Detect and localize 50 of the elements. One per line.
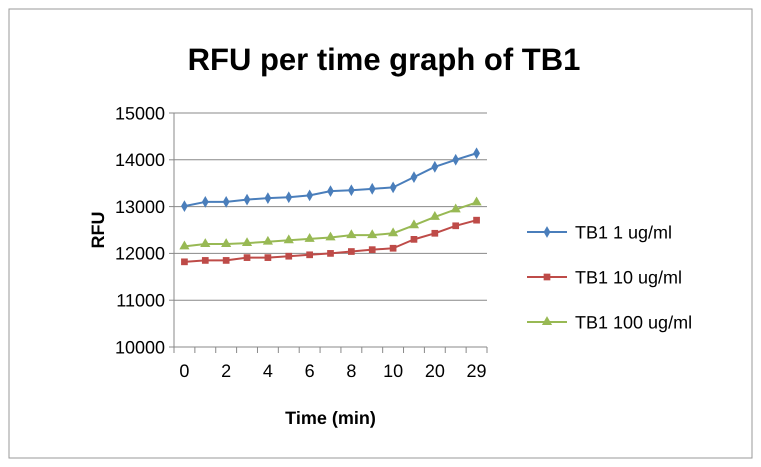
point [244,254,250,261]
point [431,230,438,237]
point [327,250,334,257]
y-tick-label: 10000 [114,337,165,358]
point [242,237,252,246]
point [222,257,230,264]
x-tick-label: 2 [221,361,232,381]
point [430,211,440,220]
chart-title: RFU per time graph of TB1 [188,42,580,77]
point [346,229,356,238]
point [262,236,273,245]
y-tick-label: 11000 [116,290,165,310]
point [306,251,313,258]
point [202,257,209,264]
point [410,236,418,243]
point [450,204,461,212]
x-tick-label: 8 [346,361,356,381]
y-tick-label: 14000 [114,150,165,170]
x-tick-label: 0 [179,361,190,381]
point [367,229,378,238]
point [388,227,398,236]
x-tick-label: 4 [262,361,273,381]
x-tick-label: 10 [383,361,404,381]
legend-label: TB1 1 ug/ml [575,222,672,242]
x-axis-title: Time (min) [285,408,376,428]
point [181,258,188,266]
point [452,222,460,230]
y-tick-label: 12000 [114,244,165,264]
point [200,238,210,247]
point [284,234,294,244]
x-tick-label: 29 [466,361,487,381]
point [390,244,396,252]
x-tick-label: 6 [304,361,315,381]
point [179,240,190,250]
y-tick-label: 15000 [114,103,165,124]
point [304,233,315,242]
y-axis-title: RFU [88,212,108,248]
point [325,232,336,240]
point [473,216,480,224]
y-tick-label: 13000 [114,196,165,217]
point [285,252,292,260]
point [264,254,272,261]
point [221,238,232,247]
legend-label: TB1 100 ug/ml [575,312,692,332]
point [348,248,355,255]
point [408,219,420,228]
legend-label: TB1 10 ug/ml [575,267,682,288]
point [368,246,376,254]
point [471,196,482,206]
x-tick-label: 20 [424,361,445,381]
